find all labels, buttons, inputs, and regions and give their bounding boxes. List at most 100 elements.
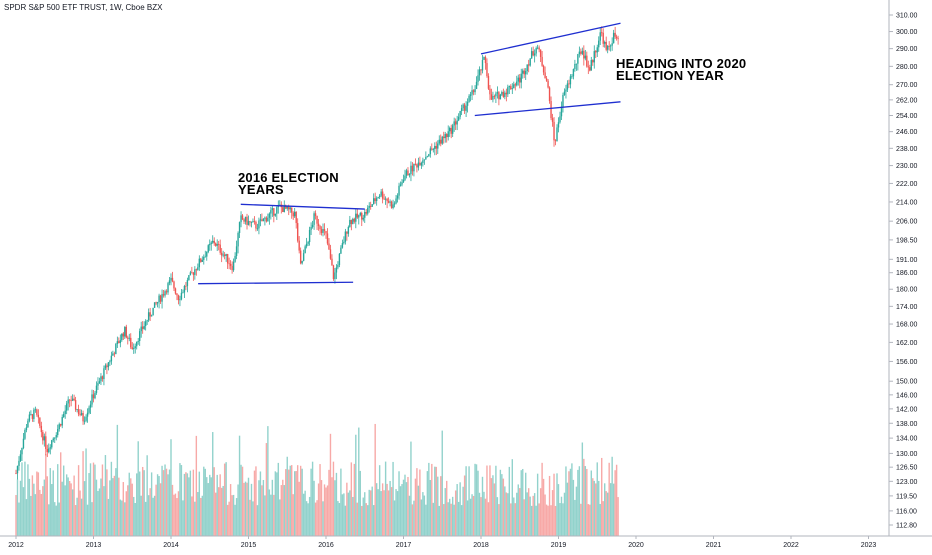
volume-bar: [389, 480, 391, 536]
volume-bar: [68, 481, 71, 536]
volume-bar: [550, 505, 552, 536]
candle-body: [514, 84, 516, 86]
volume-bar: [559, 503, 561, 536]
candle-body: [483, 56, 485, 60]
volume-bar: [614, 470, 616, 536]
volume-bar: [302, 493, 305, 536]
candle-body: [246, 216, 248, 225]
candle-body: [599, 32, 601, 41]
candle-body: [325, 231, 327, 234]
candle-body: [98, 381, 101, 384]
volume-bar: [484, 498, 487, 536]
candle-body: [82, 413, 84, 422]
candle-body: [510, 86, 512, 90]
candle-body: [492, 96, 494, 100]
candle-body: [225, 253, 227, 256]
candle-body: [490, 94, 493, 100]
candle-body: [419, 162, 421, 166]
candle-body: [27, 420, 29, 428]
volume-bar: [107, 498, 110, 536]
candle-body: [70, 400, 72, 402]
volume-bar: [201, 495, 203, 536]
candle-body: [408, 174, 411, 176]
candle-body: [474, 89, 476, 93]
candle-body: [52, 438, 54, 441]
candle-body: [286, 206, 288, 209]
candle-body: [450, 127, 452, 134]
volume-bar: [584, 466, 587, 536]
volume-bar: [24, 461, 26, 536]
candle-body: [209, 244, 211, 246]
candle-body: [64, 410, 66, 415]
candle-body: [611, 43, 613, 46]
trendline[interactable]: [240, 203, 365, 210]
price-tick-label: 126.50: [896, 465, 918, 472]
candle-body: [361, 212, 363, 220]
candle-body: [535, 48, 537, 54]
candle-body: [593, 51, 595, 63]
candle-body: [413, 163, 415, 172]
time-axis[interactable]: 2012 2013 2014 2015 2016 2017 2018 2019 2020 2021…: [0, 535, 932, 549]
candle-body: [299, 250, 302, 264]
volume-bar: [375, 483, 378, 536]
candle-body: [250, 222, 253, 223]
volume-bar: [426, 471, 429, 536]
volume-bar: [468, 466, 470, 536]
volume-bar: [353, 463, 356, 536]
candle-body: [513, 84, 515, 89]
volume-bar: [589, 504, 591, 536]
volume-bar: [370, 490, 372, 536]
candle-body: [501, 92, 503, 95]
candle-body: [167, 283, 169, 293]
candle-body: [180, 292, 183, 300]
candle-body: [215, 243, 217, 246]
volume-bar: [22, 487, 25, 536]
trendline[interactable]: [474, 101, 621, 117]
candle-body: [139, 331, 141, 341]
candle-body: [189, 272, 192, 276]
candle-body: [271, 208, 274, 211]
volume-bar: [180, 465, 183, 536]
candle-body: [601, 32, 603, 34]
candle-body: [19, 454, 22, 461]
volume-bar: [344, 505, 347, 536]
trendline[interactable]: [198, 281, 354, 285]
trendline[interactable]: [480, 22, 621, 55]
candle-body: [437, 143, 439, 149]
price-axis[interactable]: 112.80 116.00 119.50 123.00 126.50 130.00 134.…: [888, 0, 918, 536]
price-tick-label: 162.00: [896, 340, 918, 347]
volume-bar: [602, 501, 604, 536]
candle-body: [252, 221, 254, 223]
volume-bar: [599, 503, 601, 536]
volume-bar: [60, 452, 62, 536]
volume-bar: [247, 477, 250, 536]
price-tick-label: 246.00: [896, 129, 918, 136]
price-tick-label: 222.00: [896, 181, 918, 188]
volume-bar: [334, 480, 336, 536]
candle-body: [24, 429, 26, 439]
volume-bar: [212, 432, 214, 536]
volume-bar: [372, 505, 375, 536]
candle-body: [560, 106, 563, 117]
candle-body: [100, 376, 102, 382]
candle-body: [198, 258, 201, 268]
candle-body: [313, 213, 315, 225]
time-tick-label: 2014: [163, 542, 179, 549]
candle-body: [34, 409, 37, 411]
candle-body: [449, 127, 451, 132]
price-tick-label: 270.00: [896, 82, 918, 89]
volume-bar: [340, 468, 342, 536]
candle-body: [71, 398, 74, 401]
volume-bar: [612, 483, 615, 536]
candle-body: [469, 94, 472, 96]
time-tick-label: 2016: [318, 542, 334, 549]
candle-body: [372, 198, 375, 205]
candle-body: [583, 50, 585, 59]
volume-bar: [100, 478, 102, 536]
volume-bar: [469, 498, 472, 536]
candle-body: [542, 65, 545, 73]
annotation-2020-election: HEADING INTO 2020 ELECTION YEAR: [616, 57, 746, 82]
candle-body: [399, 184, 402, 186]
candle-body: [168, 280, 171, 284]
volume-bar: [103, 486, 105, 536]
